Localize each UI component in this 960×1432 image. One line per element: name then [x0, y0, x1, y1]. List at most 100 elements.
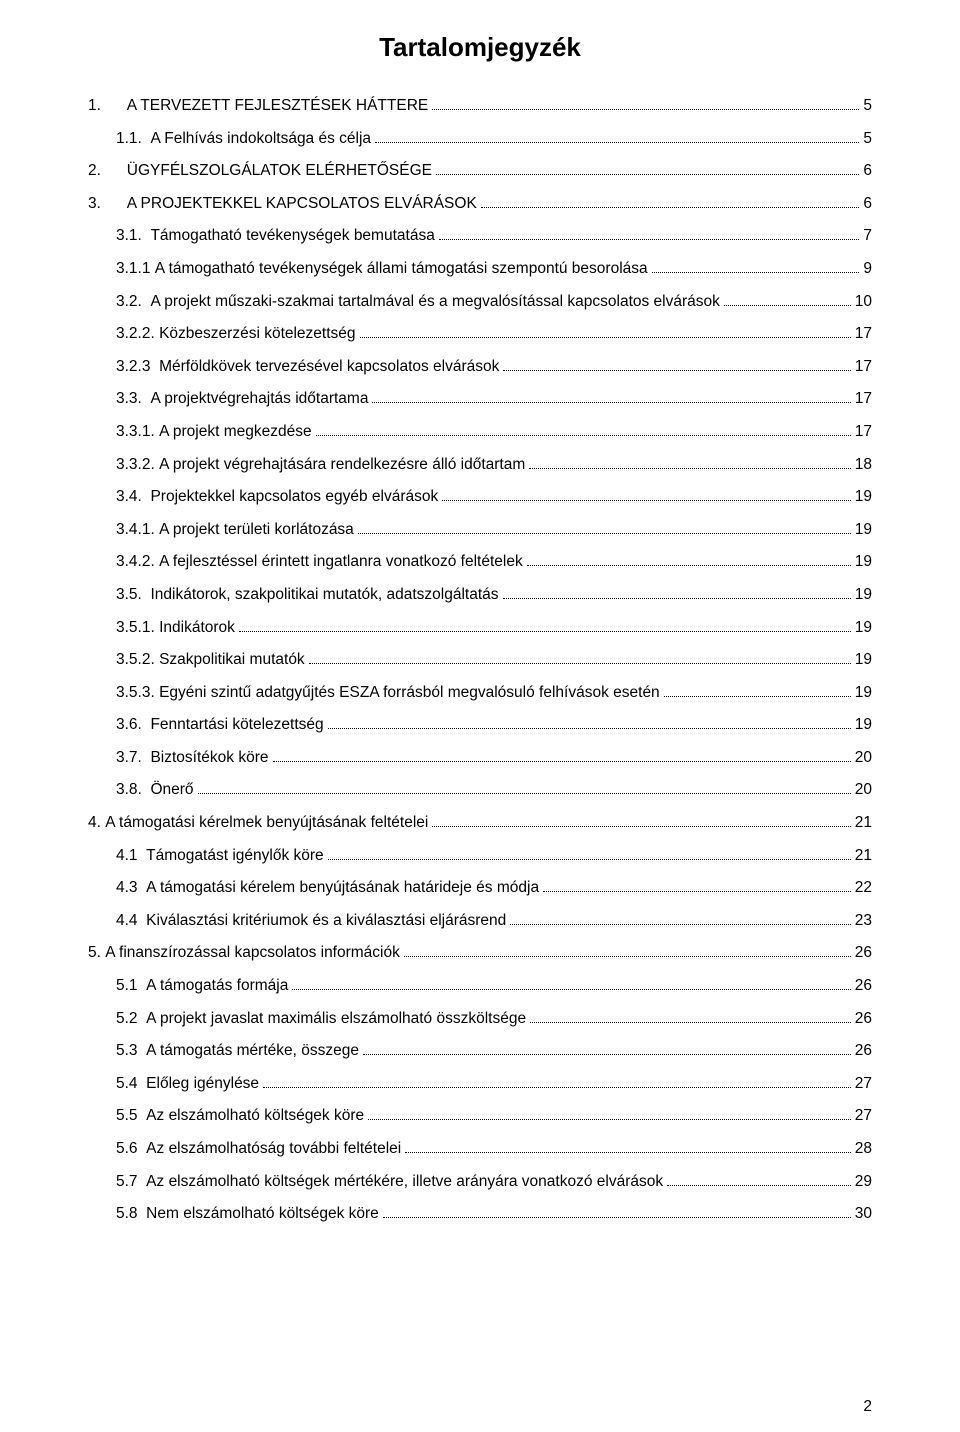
- toc-entry: 3.3.2. A projekt végrehajtására rendelke…: [88, 456, 872, 475]
- toc-entry-number: 4.3: [116, 879, 146, 898]
- toc-entry-label: A projekt javaslat maximális elszámolhat…: [146, 1010, 526, 1029]
- toc-entry: 3.5.1. Indikátorok 19: [88, 619, 872, 638]
- toc-entry-label: Szakpolitikai mutatók: [159, 651, 305, 670]
- toc-entry-number: 3.3.2.: [116, 456, 159, 475]
- toc-entry-label: ÜGYFÉLSZOLGÁLATOK ELÉRHETŐSÉGE: [127, 162, 432, 181]
- toc-entry: 3.7. Biztosítékok köre 20: [88, 749, 872, 768]
- toc-entry-page: 20: [855, 749, 872, 768]
- toc-entry-label: Nem elszámolható költségek köre: [146, 1205, 379, 1224]
- toc-entry-number: 5.: [88, 944, 105, 963]
- toc-dot-leader: [530, 1022, 851, 1023]
- toc-entry-label: Biztosítékok köre: [150, 749, 268, 768]
- toc-dot-leader: [652, 272, 860, 273]
- toc-entry: 3.3.1. A projekt megkezdése 17: [88, 423, 872, 442]
- toc-dot-leader: [432, 826, 850, 827]
- page: Tartalomjegyzék 1. A TERVEZETT FEJLESZTÉ…: [0, 0, 960, 1432]
- toc-dot-leader: [239, 631, 851, 632]
- toc-entry-page: 19: [855, 619, 872, 638]
- toc-entry: 3. A PROJEKTEKKEL KAPCSOLATOS ELVÁRÁSOK …: [88, 195, 872, 214]
- toc-entry-label: A Felhívás indokoltsága és célja: [150, 130, 371, 149]
- toc-dot-leader: [273, 761, 851, 762]
- toc-entry: 3.2.2. Közbeszerzési kötelezettség 17: [88, 325, 872, 344]
- toc-entry-page: 30: [855, 1205, 872, 1224]
- toc-entry-number: 3.3.: [116, 390, 150, 409]
- toc-entry-number: 5.1: [116, 977, 146, 996]
- toc-entry-number: 3.8.: [116, 781, 150, 800]
- toc-entry-label: A projekt műszaki-szakmai tartalmával és…: [150, 293, 719, 312]
- toc-dot-leader: [543, 891, 851, 892]
- toc-entry-label: A TERVEZETT FEJLESZTÉSEK HÁTTERE: [127, 97, 428, 116]
- toc-entry-number: 3.5.1.: [116, 619, 159, 638]
- toc-entry-label: A fejlesztéssel érintett ingatlanra vona…: [159, 553, 523, 572]
- toc-entry-label: Fenntartási kötelezettség: [150, 716, 323, 735]
- toc-dot-leader: [724, 305, 851, 306]
- toc-entry-page: 6: [863, 162, 872, 181]
- toc-entry-label: A támogatás formája: [146, 977, 288, 996]
- toc-entry-page: 19: [855, 586, 872, 605]
- toc-entry-label: Indikátorok, szakpolitikai mutatók, adat…: [150, 586, 498, 605]
- toc-entry-number: 5.3: [116, 1042, 146, 1061]
- toc-dot-leader: [510, 924, 850, 925]
- toc-entry: 3.2.3 Mérföldkövek tervezésével kapcsola…: [88, 358, 872, 377]
- toc-entry-page: 23: [855, 912, 872, 931]
- toc-entry: 1. A TERVEZETT FEJLESZTÉSEK HÁTTERE 5: [88, 97, 872, 116]
- toc-entry-page: 17: [855, 358, 872, 377]
- toc-entry-number: 3.6.: [116, 716, 150, 735]
- toc-entry-number: 3.4.1.: [116, 521, 159, 540]
- toc-entry-number: 5.5: [116, 1107, 146, 1126]
- toc-dot-leader: [503, 370, 850, 371]
- toc-dot-leader: [316, 435, 851, 436]
- toc-entry-number: 3.3.1.: [116, 423, 159, 442]
- toc-entry-number: 4.1: [116, 847, 146, 866]
- toc-entry: 3.4.2. A fejlesztéssel érintett ingatlan…: [88, 553, 872, 572]
- toc-entry-page: 9: [863, 260, 872, 279]
- toc-entry-label: A támogatási kérelmek benyújtásának felt…: [105, 814, 428, 833]
- toc-entry: 5.2 A projekt javaslat maximális elszámo…: [88, 1010, 872, 1029]
- toc-dot-leader: [360, 337, 851, 338]
- toc-dot-leader: [375, 142, 859, 143]
- toc-entry-page: 18: [855, 456, 872, 475]
- toc-entry-label: A támogatás mértéke, összege: [146, 1042, 359, 1061]
- toc-entry-label: Előleg igénylése: [146, 1075, 259, 1094]
- toc-entry-number: 3.2.: [116, 293, 150, 312]
- toc-entry-page: 19: [855, 684, 872, 703]
- toc-dot-leader: [436, 174, 859, 175]
- toc-entry-number: 3.4.2.: [116, 553, 159, 572]
- toc-entry-number: 3.: [88, 195, 127, 214]
- toc-dot-leader: [442, 500, 851, 501]
- toc-title: Tartalomjegyzék: [88, 32, 872, 63]
- toc-entry-page: 19: [855, 716, 872, 735]
- toc-entry-page: 19: [855, 488, 872, 507]
- toc-entry: 3.2. A projekt műszaki-szakmai tartalmáv…: [88, 293, 872, 312]
- toc-entry-label: A támogatható tevékenységek állami támog…: [155, 260, 648, 279]
- toc-entry-page: 29: [855, 1173, 872, 1192]
- toc-dot-leader: [372, 402, 850, 403]
- toc-entry-page: 7: [863, 227, 872, 246]
- toc-dot-leader: [432, 109, 859, 110]
- toc-entry: 5.7 Az elszámolható költségek mértékére,…: [88, 1173, 872, 1192]
- toc-entry-label: Indikátorok: [159, 619, 235, 638]
- toc-entry: 4. A támogatási kérelmek benyújtásának f…: [88, 814, 872, 833]
- toc-entry-label: Projektekkel kapcsolatos egyéb elvárások: [150, 488, 438, 507]
- toc-entry-page: 6: [863, 195, 872, 214]
- toc-entry: 4.4 Kiválasztási kritériumok és a kivála…: [88, 912, 872, 931]
- toc-entry-page: 5: [863, 97, 872, 116]
- toc-entry-number: 2.: [88, 162, 127, 181]
- toc-dot-leader: [664, 696, 851, 697]
- toc-entry-label: Az elszámolhatóság további feltételei: [146, 1140, 401, 1159]
- toc-dot-leader: [198, 793, 851, 794]
- toc-entry-number: 3.1.1: [116, 260, 155, 279]
- toc-entry-page: 26: [855, 944, 872, 963]
- toc-entry: 2. ÜGYFÉLSZOLGÁLATOK ELÉRHETŐSÉGE 6: [88, 162, 872, 181]
- toc-entry: 3.6. Fenntartási kötelezettség 19: [88, 716, 872, 735]
- toc-entry-label: Egyéni szintű adatgyűjtés ESZA forrásból…: [159, 684, 660, 703]
- toc-entry-page: 21: [855, 847, 872, 866]
- toc-entry: 5.1 A támogatás formája 26: [88, 977, 872, 996]
- toc-entry-page: 21: [855, 814, 872, 833]
- toc-entry: 5. A finanszírozással kapcsolatos inform…: [88, 944, 872, 963]
- toc-dot-leader: [667, 1185, 851, 1186]
- toc-entry-page: 5: [863, 130, 872, 149]
- toc-entry-number: 3.1.: [116, 227, 150, 246]
- toc-dot-leader: [481, 207, 860, 208]
- toc-entry-number: 5.8: [116, 1205, 146, 1224]
